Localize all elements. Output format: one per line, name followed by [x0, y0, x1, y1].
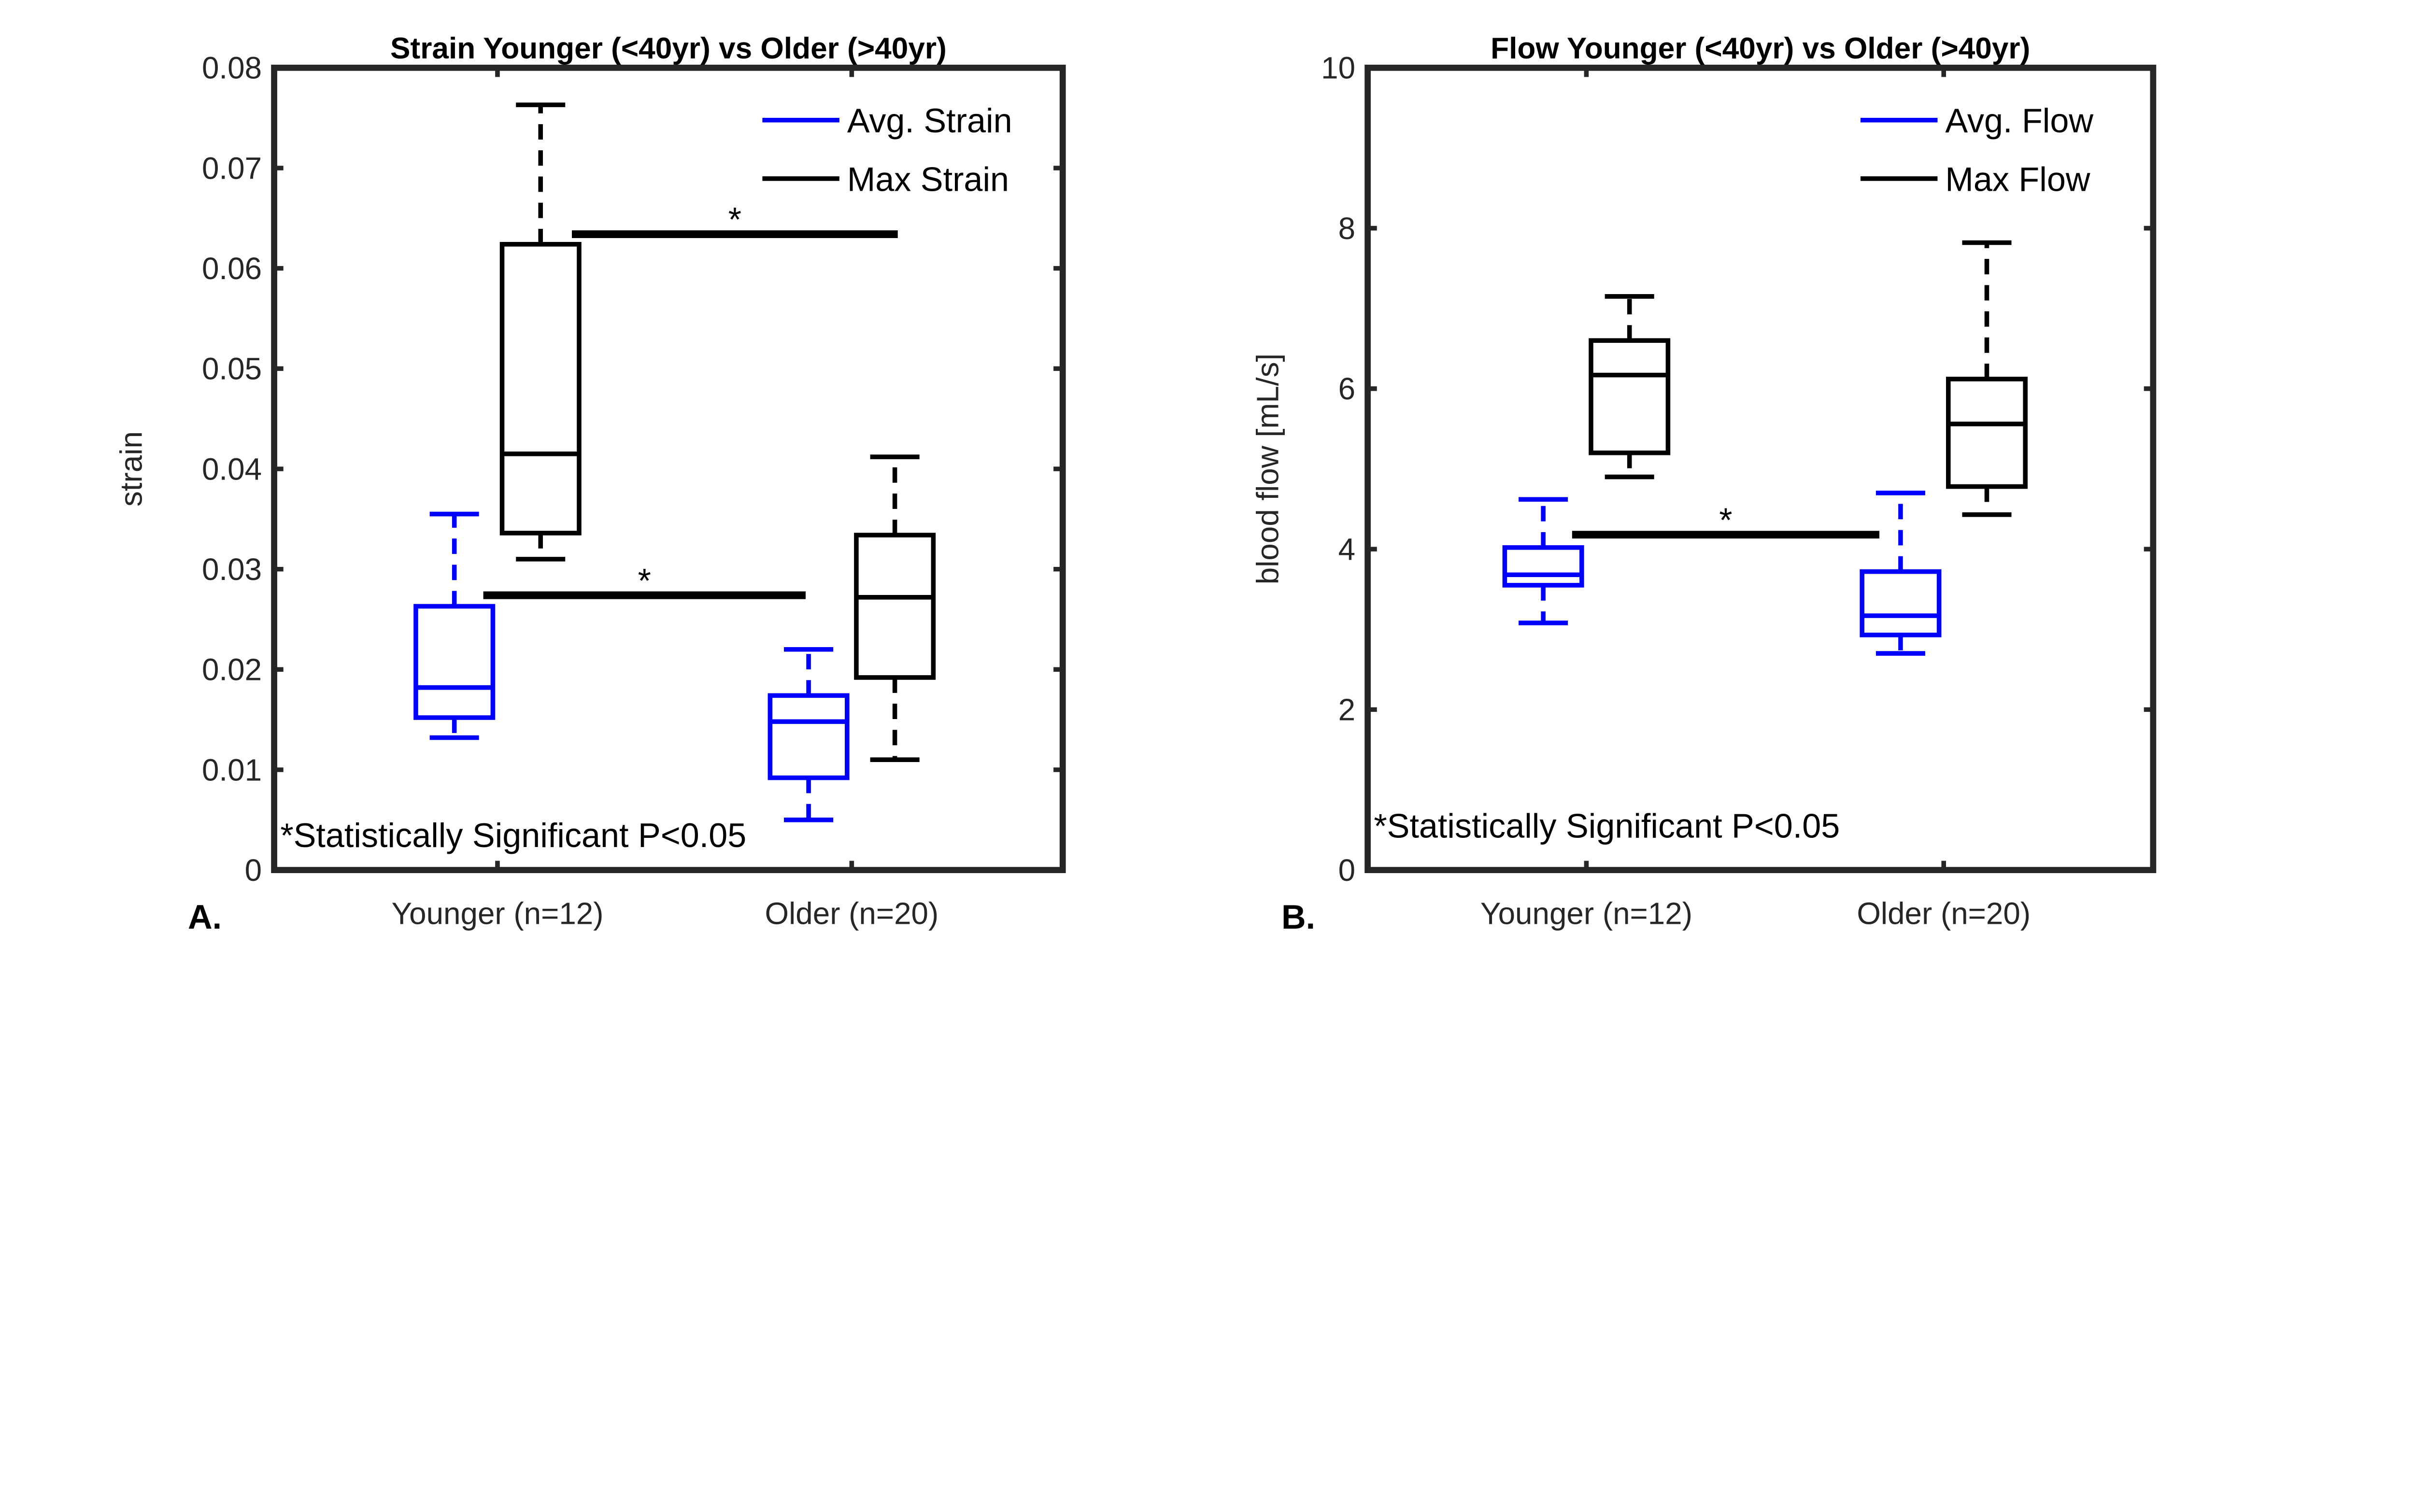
- panel-label: B.: [1281, 898, 1315, 936]
- y-tick-label: 8: [1338, 211, 1355, 246]
- significance-star: *: [1719, 501, 1732, 539]
- y-axis-label: strain: [114, 431, 148, 507]
- box-iqr: [1589, 338, 1671, 455]
- chart-title: Flow Younger (<40yr) vs Older (>40yr): [1491, 32, 2030, 65]
- axes-frame: [1364, 64, 2157, 874]
- significance-star: *: [638, 561, 651, 599]
- x-tick-label: Younger (n=12): [1480, 896, 1692, 931]
- panel-label: A.: [188, 898, 222, 936]
- y-tick-label: 0: [245, 853, 262, 888]
- box-iqr: [1502, 545, 1584, 588]
- x-tick-label: Older (n=20): [1857, 896, 2031, 931]
- chart-title: Strain Younger (<40yr) vs Older (>40yr): [390, 32, 947, 65]
- significance-note: *Statistically Significant P<0.05: [280, 816, 746, 854]
- y-tick-label: 0.07: [202, 151, 262, 185]
- y-axis-label: blood flow [mL/s]: [1250, 353, 1285, 584]
- y-tick-label: 2: [1338, 692, 1355, 727]
- y-tick-label: 0.01: [202, 752, 262, 787]
- box-iqr: [1860, 569, 1942, 637]
- chart-panel-a: Strain Younger (<40yr) vs Older (>40yr) 0…: [114, 32, 1066, 936]
- significance-note: *Statistically Significant P<0.05: [1374, 807, 1840, 845]
- y-tick-label: 0.05: [202, 352, 262, 386]
- box-iqr: [854, 533, 936, 680]
- figure: Strain Younger (<40yr) vs Older (>40yr) 0…: [114, 32, 2157, 936]
- y-tick-label: 0.06: [202, 251, 262, 286]
- box-avg: [1860, 491, 1942, 656]
- x-tick-label: Older (n=20): [765, 896, 939, 931]
- y-tick-label: 0: [1338, 853, 1355, 888]
- y-tick-label: 6: [1338, 371, 1355, 406]
- box-avg: [767, 647, 850, 822]
- significance-star: *: [728, 200, 741, 239]
- box-max: [1946, 240, 2028, 517]
- y-tick-label: 0.04: [202, 452, 262, 486]
- chart-panel-b: Flow Younger (<40yr) vs Older (>40yr) 0 2 4…: [1250, 32, 2157, 936]
- legend-label: Max Strain: [847, 160, 1009, 198]
- y-tick-label: 0.08: [202, 51, 262, 85]
- box-avg: [1502, 497, 1584, 625]
- x-tick-label: Younger (n=12): [391, 896, 603, 931]
- box-avg: [413, 511, 496, 740]
- box-iqr: [499, 242, 582, 536]
- box-max: [1589, 294, 1671, 480]
- box-iqr: [413, 604, 496, 720]
- y-tick-label: 10: [1321, 51, 1355, 85]
- box-iqr: [767, 693, 850, 780]
- box-iqr: [1946, 377, 2028, 489]
- y-tick-label: 4: [1338, 532, 1355, 566]
- legend-label: Avg. Flow: [1945, 101, 2093, 140]
- legend-label: Avg. Strain: [847, 101, 1012, 140]
- box-max: [854, 454, 936, 762]
- box-max: [499, 102, 582, 562]
- legend-label: Max Flow: [1945, 160, 2090, 198]
- axes-frame: [271, 64, 1066, 874]
- y-tick-label: 0.02: [202, 652, 262, 687]
- y-tick-label: 0.03: [202, 552, 262, 587]
